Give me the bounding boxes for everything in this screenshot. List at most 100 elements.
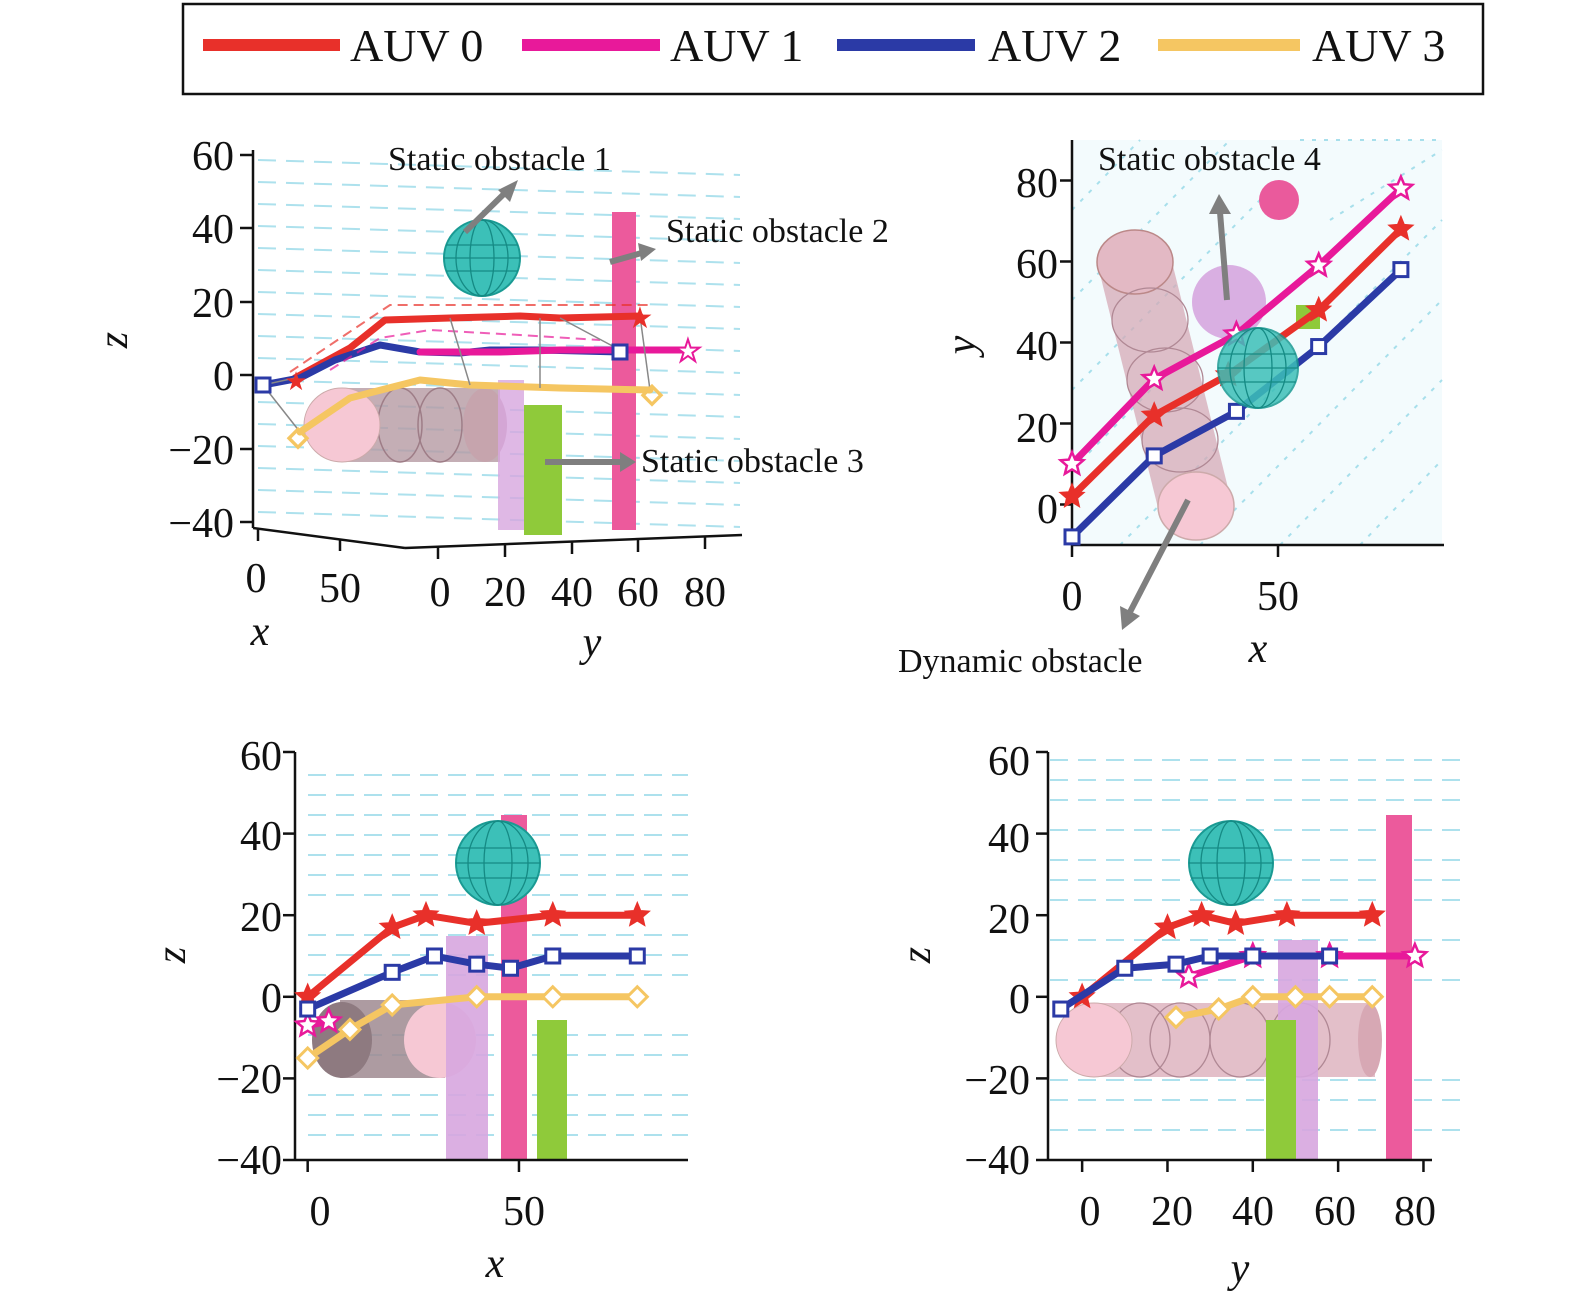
series-point-auv-3	[540, 984, 565, 1009]
z-tick-label: −20	[168, 428, 234, 474]
series-point-auv-2	[1244, 947, 1262, 965]
y-axis-label-xz: z	[149, 947, 195, 964]
y-tick-label: −40	[964, 1138, 1030, 1184]
series-point-auv-2	[1201, 947, 1219, 965]
series-point-auv-3	[1163, 1005, 1189, 1030]
y-tick-label: 20	[240, 895, 282, 941]
x-tick-label: 40	[1232, 1189, 1274, 1235]
svg-text:◇: ◇	[288, 422, 308, 451]
z-tick-label: 60	[192, 134, 234, 180]
x-tick-label: 50	[503, 1189, 545, 1235]
ticks-yz	[1036, 750, 1425, 1172]
series-point-auv-0	[539, 900, 567, 927]
series-point-auv-2	[628, 947, 646, 965]
series-point-auv-2	[1321, 947, 1339, 965]
series-point-auv-2	[468, 955, 486, 973]
x-axis-3d	[252, 526, 406, 550]
auv3-trajectory-3d	[296, 376, 654, 436]
x-tick-label: 0	[310, 1189, 331, 1235]
static-obstacle-2-xy	[1259, 180, 1299, 220]
series-point-auv-1	[1057, 448, 1087, 477]
z-ticks-3d	[240, 153, 707, 559]
annotation-static-obstacle-2: Static obstacle 2	[666, 213, 889, 250]
y-tick-label: −40	[216, 1138, 282, 1184]
series-point-auv-0	[1140, 401, 1168, 427]
series-point-auv-2	[1063, 528, 1081, 546]
y-axis-label-xy: y	[939, 335, 985, 358]
series-point-auv-0	[1153, 913, 1182, 940]
annotation-dynamic-obstacle: Dynamic obstacle	[898, 643, 1143, 680]
series-point-auv-0	[1305, 295, 1333, 322]
static-obstacle-4-column-3d	[498, 380, 524, 530]
x-axis-label-3d: x	[250, 609, 270, 655]
arrow-static-obstacle-4	[1217, 211, 1230, 301]
series-point-auv-2	[1310, 338, 1328, 356]
series-point-auv-1	[1139, 363, 1169, 392]
y-tick-label: 0	[1037, 487, 1058, 533]
series-point-auv-0	[1222, 909, 1250, 935]
series-point-auv-0	[623, 900, 651, 927]
dynamic-obstacle-cylinder-3d	[303, 387, 507, 463]
ticks-xz	[283, 750, 521, 1172]
series-point-auv-3	[1283, 984, 1308, 1009]
panel-xz: 60 40 20 0 −20 −40 0 50 x z	[149, 734, 688, 1287]
ticks-xy	[1060, 179, 1280, 557]
series-point-auv-2	[1227, 402, 1245, 420]
series-point-auv-3	[1240, 984, 1265, 1009]
series-point-auv-0	[378, 913, 406, 940]
static-obstacle-4-xz	[446, 936, 488, 1160]
y-tick-label: 60	[1016, 242, 1058, 288]
y-tick-label: 20	[1016, 406, 1058, 452]
panel-xy: 80 60 40 20 0 0 50 x y Static obstacle 4…	[898, 139, 1444, 680]
static-obstacle-1-sphere-3d	[443, 219, 521, 297]
y-tick-label: 0	[261, 976, 282, 1022]
z-tick-label: −40	[168, 501, 234, 547]
y-tick-label: 40	[551, 570, 593, 616]
series-point-auv-2	[383, 963, 401, 981]
z-tick-label: 40	[192, 207, 234, 253]
annotation-static-obstacle-4: Static obstacle 4	[1098, 141, 1321, 178]
x-tick-label: 60	[1314, 1189, 1356, 1235]
series-point-auv-3	[295, 1045, 320, 1071]
legend-label-1: AUV 1	[670, 20, 803, 71]
series-point-auv-3	[1360, 984, 1385, 1009]
series-point-auv-2	[1145, 447, 1163, 465]
legend-label-3: AUV 3	[1312, 20, 1445, 71]
series-point-auv-2	[1167, 955, 1185, 973]
arrow-static-obstacle-2	[609, 249, 646, 265]
x-axis-label-xz: x	[485, 1241, 505, 1287]
y-tick-label: 80	[684, 570, 726, 616]
series-point-auv-2	[544, 947, 562, 965]
static-obstacle-1-sphere-yz	[1188, 820, 1274, 906]
annotation-static-obstacle-1: Static obstacle 1	[388, 141, 611, 178]
series-point-auv-2	[1116, 959, 1134, 977]
y-tick-label: 60	[988, 739, 1030, 785]
static-obstacle-2-3d	[612, 212, 636, 530]
y-tick-label: 40	[988, 816, 1030, 862]
y-tick-label: 40	[240, 814, 282, 860]
series-xz	[293, 900, 651, 1071]
x-tick-label: 0	[246, 556, 267, 602]
series-line-auv-0	[1078, 911, 1376, 1001]
series-point-auv-3	[625, 984, 650, 1009]
y-tick-label: −20	[216, 1057, 282, 1103]
series-yz	[1052, 900, 1430, 1030]
legend: AUV 0 AUV 1 AUV 2 AUV 3	[181, 2, 1485, 96]
trajectory-markers-3d: ★ ★ ★ ◇ ◇	[254, 302, 702, 452]
svg-text:★: ★	[284, 367, 307, 396]
z-tick-label: 0	[213, 354, 234, 400]
series-point-auv-0	[412, 900, 440, 927]
y-tick-label: 60	[240, 734, 282, 780]
series-point-auv-3	[1317, 984, 1342, 1009]
series-line-auv-2	[1057, 952, 1334, 1013]
z-tick-label: 20	[192, 281, 234, 327]
dynamic-obstacle-yz	[1055, 1002, 1382, 1078]
y-tick-label: 0	[1009, 977, 1030, 1023]
series-point-auv-0	[1273, 900, 1301, 927]
y-axis-label-yz: z	[894, 947, 940, 964]
series-point-auv-3	[464, 984, 489, 1009]
series-point-auv-2	[425, 947, 443, 965]
y-tick-label: 20	[988, 897, 1030, 943]
svg-text:◇: ◇	[642, 379, 662, 408]
